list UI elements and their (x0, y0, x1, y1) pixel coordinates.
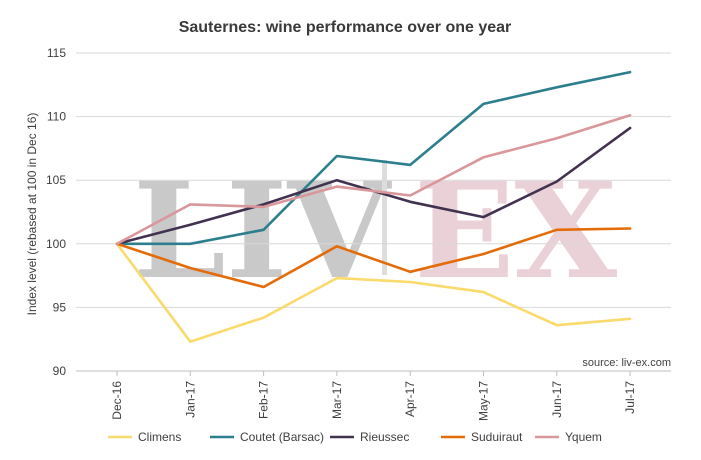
y-axis-ticks: 90 95 100 105 110 115 (46, 46, 66, 378)
x-tick-label: Jun-17 (550, 381, 564, 418)
series-line (115, 242, 632, 344)
x-tick-label: Feb-17 (257, 381, 271, 419)
series-line (115, 114, 632, 246)
x-tick-label: Dec-16 (110, 381, 124, 420)
chart-title: Sauternes: wine performance over one yea… (179, 19, 512, 36)
legend-label: Rieussec (360, 430, 409, 444)
legend-label: Climens (138, 430, 181, 444)
x-tick-label: May-17 (477, 381, 491, 421)
y-tick-label: 110 (47, 110, 66, 124)
y-tick-label: 90 (53, 364, 67, 378)
source-note: source: liv-ex.com (582, 357, 671, 369)
x-axis-ticks: Dec-16 Jan-17 Feb-17 Mar-17 Apr-17 May-17 Jun-… (110, 371, 637, 421)
y-tick-label: 115 (47, 46, 66, 60)
legend: Climens Coutet (Barsac) Rieussec Suduiraut Y… (108, 430, 602, 444)
x-tick-label: Jan-17 (183, 381, 197, 418)
x-tick-label: Mar-17 (330, 381, 344, 419)
watermark: LIV EX (133, 154, 618, 309)
gridlines (76, 52, 671, 308)
watermark-divider (382, 160, 387, 275)
y-tick-label: 100 (46, 237, 66, 251)
series-lines (115, 70, 632, 344)
legend-label: Yquem (565, 430, 602, 444)
y-tick-label: 95 (53, 300, 67, 314)
y-axis-label: Index level (rebased at 100 in Dec 16) (25, 113, 39, 316)
x-tick-label: Apr-17 (403, 381, 417, 417)
legend-label: Suduiraut (471, 430, 523, 444)
x-tick-label: Jul-17 (623, 381, 637, 414)
legend-label: Coutet (Barsac) (240, 430, 324, 444)
series-line (115, 227, 632, 289)
series-line (115, 70, 632, 246)
y-tick-label: 105 (46, 173, 66, 187)
